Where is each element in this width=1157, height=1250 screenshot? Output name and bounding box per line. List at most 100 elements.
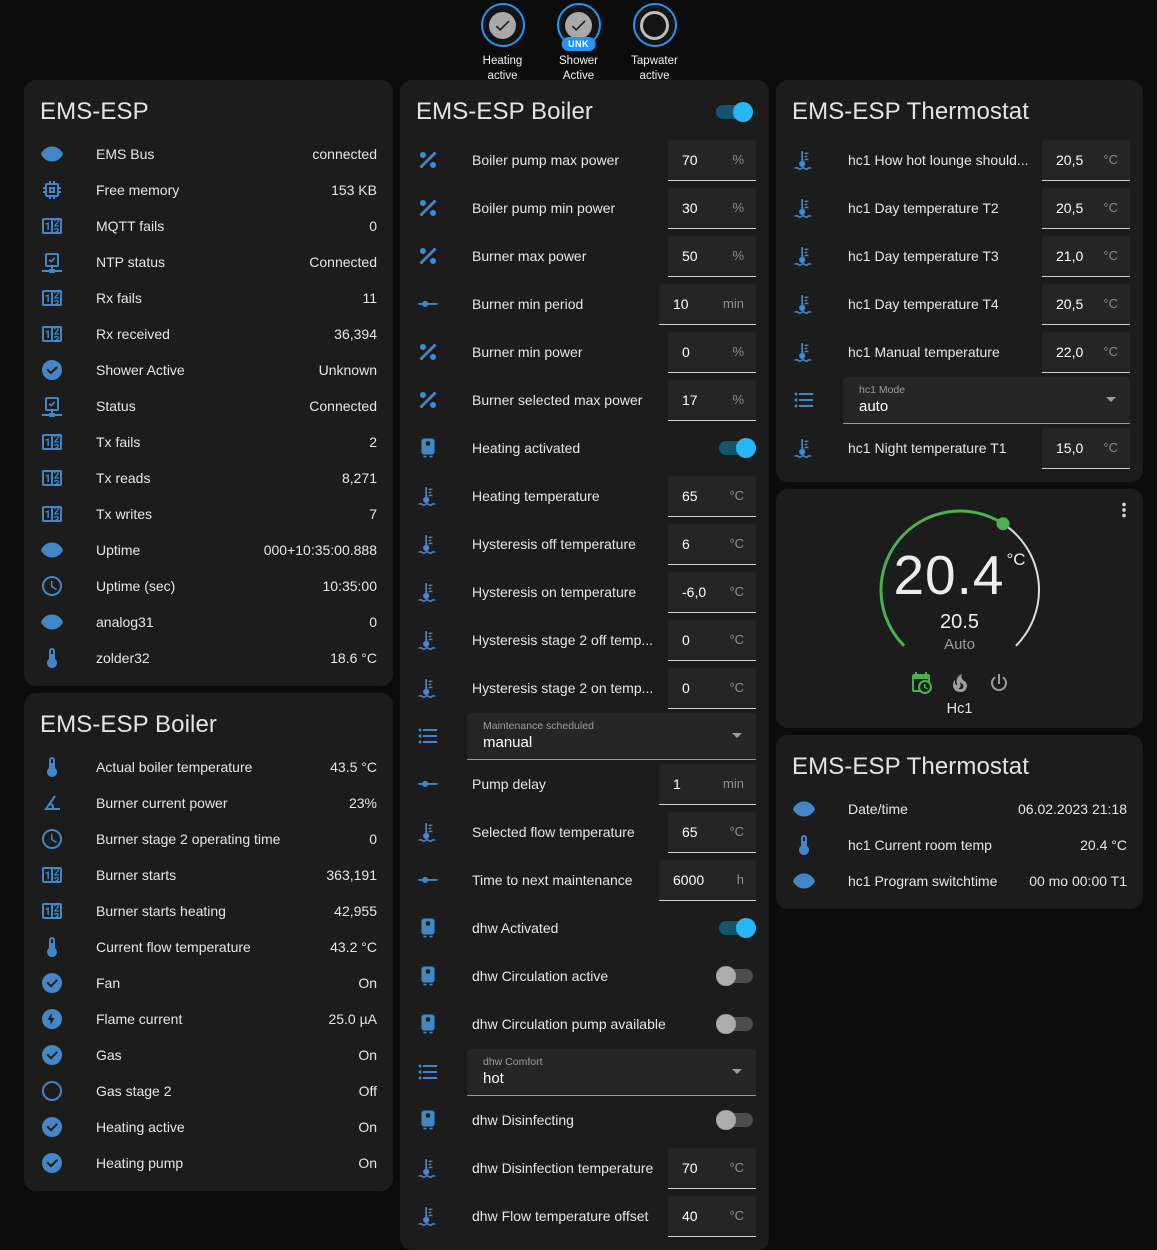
toggle-dhw-activated[interactable] [716, 918, 756, 938]
entity-label: Free memory [96, 182, 180, 198]
number-input-heating-temperature[interactable]: 65 °C [668, 475, 756, 517]
row-burner-starts[interactable]: Burner starts 363,191 [24, 857, 393, 893]
entity-value: 153 KB [331, 182, 377, 198]
number-input-hc1-day-temperature-t4[interactable]: 20,5 °C [1042, 283, 1130, 325]
thermostat-dial[interactable] [865, 495, 1055, 690]
toggle-thumb [716, 966, 736, 986]
number-input-hc1-how-hot-lounge-should[interactable]: 20,5 °C [1042, 139, 1130, 181]
badge-shower-active[interactable]: UNK Shower Active [545, 3, 613, 84]
select-maintenance-scheduled[interactable]: Maintenance scheduled manual [467, 712, 756, 760]
row-hc1-program-switchtime[interactable]: hc1 Program switchtime 00 mo 00:00 T1 [776, 863, 1143, 899]
select-hc1-mode[interactable]: hc1 Mode auto [843, 376, 1130, 424]
row-rx-fails[interactable]: Rx fails 11 [24, 280, 393, 316]
number-input-hc1-day-temperature-t3[interactable]: 21,0 °C [1042, 235, 1130, 277]
row-free-memory[interactable]: Free memory 153 KB [24, 172, 393, 208]
number-unit: °C [1103, 344, 1118, 359]
number-input-boiler-pump-max-power[interactable]: 70% [668, 139, 756, 181]
badge-label: Tapwater active [631, 55, 678, 82]
row-fan[interactable]: Fan On [24, 965, 393, 1001]
entity-label: Burner min period [472, 296, 584, 312]
row-date-time[interactable]: Date/time 06.02.2023 21:18 [776, 791, 1143, 827]
entity-value: On [358, 1047, 377, 1063]
row-flame-current[interactable]: Flame current 25.0 µA [24, 1001, 393, 1037]
row-status[interactable]: Status Connected [24, 388, 393, 424]
row-rx-received[interactable]: Rx received 36,394 [24, 316, 393, 352]
row-heating-active[interactable]: Heating active On [24, 1109, 393, 1145]
badge-circle [480, 3, 525, 47]
kebab-menu-icon[interactable] [1113, 499, 1135, 526]
row-tx-fails[interactable]: Tx fails 2 [24, 424, 393, 460]
row-heating-pump[interactable]: Heating pump On [24, 1145, 393, 1181]
number-input-burner-min-power[interactable]: 0% [668, 331, 756, 373]
row-ems-bus[interactable]: EMS Bus connected [24, 136, 393, 172]
row-actual-boiler-temperature[interactable]: Actual boiler temperature 43.5 °C [24, 749, 393, 785]
number-input-burner-max-power[interactable]: 50% [668, 235, 756, 277]
target-temperature: 20.5 [940, 611, 979, 633]
row-tx-writes[interactable]: Tx writes 7 [24, 496, 393, 532]
badge-heating-active[interactable]: Heating active [469, 3, 537, 84]
entity-label: zolder32 [96, 650, 150, 666]
top-badges-bar: Heating active UNK Shower Active Tapwater a… [0, 0, 1157, 82]
toggle-dhw-circulation-pump-available[interactable] [716, 1014, 756, 1034]
row-zolder32[interactable]: zolder32 18.6 °C [24, 640, 393, 676]
number-input-pump-delay[interactable]: 1 min [659, 763, 756, 805]
row-burner-current-power[interactable]: Burner current power 23% [24, 785, 393, 821]
number-input-boiler-pump-min-power[interactable]: 30% [668, 187, 756, 229]
row-uptime[interactable]: Uptime 000+10:35:00.888 [24, 532, 393, 568]
toggle-dhw-disinfecting[interactable] [716, 1110, 756, 1130]
row-hc1-current-room-temp[interactable]: hc1 Current room temp 20.4 °C [776, 827, 1143, 863]
number-unit: % [732, 344, 744, 359]
select-text: hc1 Mode auto [859, 384, 1106, 415]
power-icon[interactable] [987, 671, 1011, 695]
number-input-hc1-day-temperature-t2[interactable]: 20,5 °C [1042, 187, 1130, 229]
number-unit: °C [1103, 152, 1118, 167]
row-tx-reads[interactable]: Tx reads 8,271 [24, 460, 393, 496]
card-body: EMS Bus connected Free memory 153 KB MQTT fa… [24, 136, 393, 686]
row-gas-stage-2[interactable]: Gas stage 2 Off [24, 1073, 393, 1109]
number-input-hysteresis-on-temperature[interactable]: -6,0 °C [668, 571, 756, 613]
number-input-burner-min-period[interactable]: 10 min [659, 283, 756, 325]
select-dhw-comfort[interactable]: dhw Comfort hot [467, 1048, 756, 1096]
toggle-heating-activated[interactable] [716, 438, 756, 458]
number-input-time-to-next-maintenance[interactable]: 6000 h [659, 859, 756, 901]
select-value: hot [483, 1070, 504, 1087]
fire-icon[interactable] [948, 671, 972, 695]
entity-label: hc1 Day temperature T3 [848, 248, 999, 264]
entity-value: 18.6 °C [330, 650, 377, 666]
row-mqtt-fails[interactable]: MQTT fails 0 [24, 208, 393, 244]
number-value: 10 [673, 295, 689, 312]
number-value: 30 [682, 199, 698, 216]
entity-label: Burner selected max power [472, 392, 643, 408]
card-header-toggle[interactable] [713, 102, 753, 122]
row-uptime-sec[interactable]: Uptime (sec) 10:35:00 [24, 568, 393, 604]
number-input-hysteresis-stage-2-off-temp[interactable]: 0 °C [668, 619, 756, 661]
number-input-dhw-disinfection-temperature[interactable]: 70 °C [668, 1147, 756, 1189]
row-gas[interactable]: Gas On [24, 1037, 393, 1073]
percent-icon [416, 388, 440, 412]
number-input-hysteresis-off-temperature[interactable]: 6 °C [668, 523, 756, 565]
hvac-mode-label: Auto [944, 636, 975, 653]
dial-handle [996, 517, 1010, 531]
badge-tapwater-active[interactable]: Tapwater active [621, 3, 689, 84]
check-circle-icon [40, 971, 64, 995]
row-burner-starts-heating[interactable]: Burner starts heating 42,955 [24, 893, 393, 929]
row-burner-stage-2-operating-time[interactable]: Burner stage 2 operating time 0 [24, 821, 393, 857]
number-input-burner-selected-max-power[interactable]: 17% [668, 379, 756, 421]
toggle-dhw-circulation-active[interactable] [716, 966, 756, 986]
entity-value: 00 mo 00:00 T1 [1029, 873, 1127, 889]
row-shower-active[interactable]: Shower Active Unknown [24, 352, 393, 388]
number-value: 15,0 [1056, 439, 1084, 456]
number-input-hysteresis-stage-2-on-temp[interactable]: 0 °C [668, 667, 756, 709]
number-input-dhw-flow-temperature-offset[interactable]: 40 °C [668, 1195, 756, 1237]
row-current-flow-temperature[interactable]: Current flow temperature 43.2 °C [24, 929, 393, 965]
entity-value: 0 [369, 614, 377, 630]
row-analog31[interactable]: analog31 0 [24, 604, 393, 640]
card-body: Date/time 06.02.2023 21:18 hc1 Current roo… [776, 791, 1143, 909]
row-ntp-status[interactable]: NTP status Connected [24, 244, 393, 280]
thermometer-icon [792, 833, 816, 857]
number-input-hc1-night-temperature-t1[interactable]: 15,0 °C [1042, 427, 1130, 469]
entity-label: Heating temperature [472, 488, 600, 504]
calendar-clock-icon[interactable] [909, 671, 933, 695]
number-input-selected-flow-temperature[interactable]: 65 °C [668, 811, 756, 853]
number-input-hc1-manual-temperature[interactable]: 22,0 °C [1042, 331, 1130, 373]
